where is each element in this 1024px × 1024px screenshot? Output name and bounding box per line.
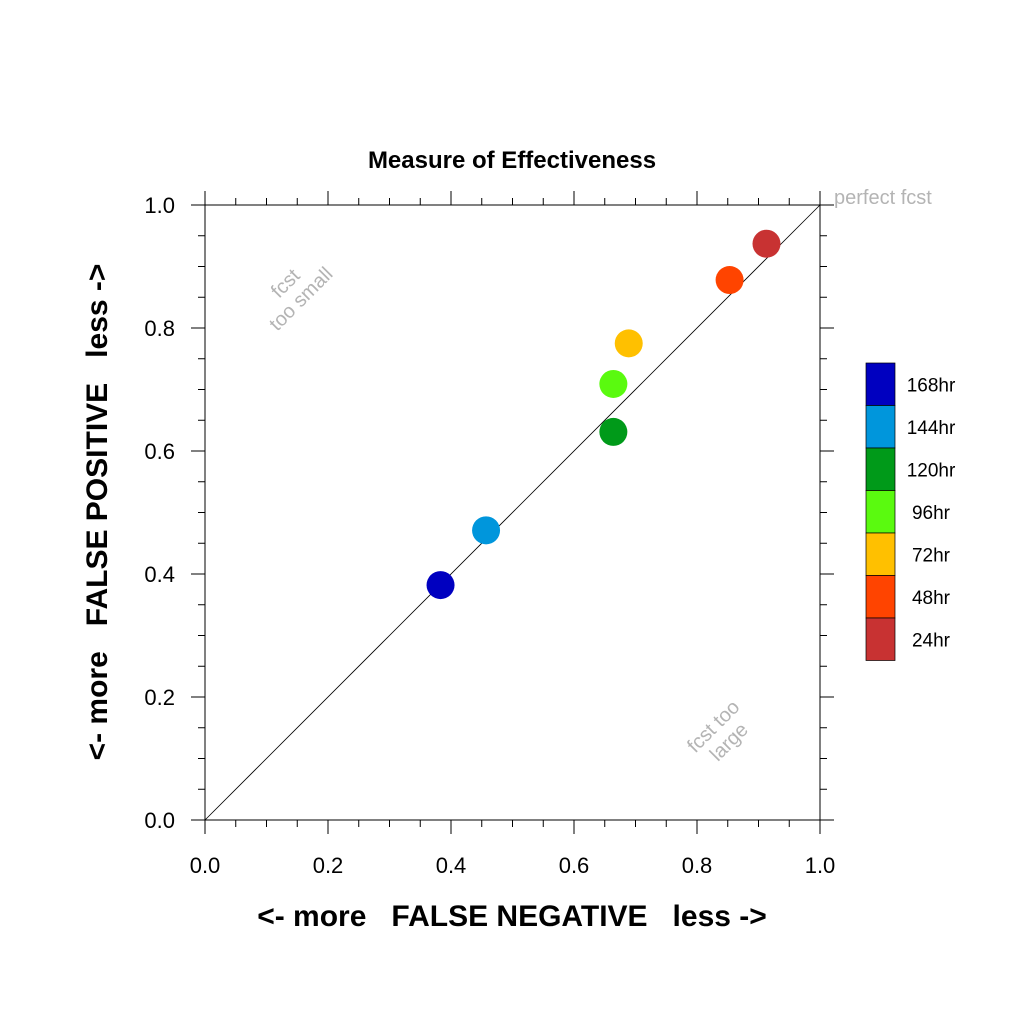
legend-swatch-144hr (865, 405, 896, 449)
legend-label-48hr: 48hr (912, 588, 951, 609)
legend-label-144hr: 144hr (907, 418, 956, 439)
too-small-line2: too small (265, 263, 337, 335)
point-24hr (752, 229, 781, 258)
point-48hr (715, 266, 744, 295)
legend-swatch-24hr (865, 617, 896, 661)
y-tick-label: 1.0 (144, 193, 175, 218)
legend-label-72hr: 72hr (912, 545, 951, 566)
y-tick-label: 0.4 (144, 562, 175, 587)
point-168hr (426, 571, 455, 600)
point-72hr (614, 329, 643, 358)
too-small-annotation: fcst too small (265, 263, 337, 335)
y-tick-label: 0.6 (144, 439, 175, 464)
x-axis-label: <- more FALSE NEGATIVE less -> (257, 900, 767, 933)
axis-ticks (191, 191, 834, 834)
perfect-forecast-label: perfect fcst (834, 187, 932, 209)
point-120hr (599, 417, 628, 446)
x-tick-label: 0.0 (190, 853, 221, 878)
point-96hr (599, 369, 628, 398)
point-144hr (472, 516, 501, 545)
y-tick-label: 0.2 (144, 685, 175, 710)
x-tick-label: 0.6 (559, 853, 590, 878)
legend-label-24hr: 24hr (912, 630, 951, 651)
legend-label-120hr: 120hr (907, 460, 956, 481)
data-points (426, 229, 781, 600)
legend-label-96hr: 96hr (912, 503, 951, 524)
axis-tick-labels: 0.0 0.2 0.4 0.6 0.8 1.0 0.0 0.2 0.4 0.6 0.8 1.0 (144, 193, 835, 878)
perfect-forecast-diagonal (204, 204, 821, 821)
too-large-annotation: fcst too large (683, 696, 753, 766)
legend-swatch-72hr (865, 532, 896, 576)
legend-swatch-168hr (865, 362, 896, 406)
y-axis-label: <- more FALSE POSITIVE less -> (81, 264, 114, 761)
x-tick-label: 0.2 (313, 853, 344, 878)
legend-label-168hr: 168hr (907, 375, 956, 396)
x-tick-label: 0.8 (682, 853, 713, 878)
y-tick-label: 0.8 (144, 316, 175, 341)
legend-swatch-96hr (865, 490, 896, 534)
x-tick-label: 1.0 (805, 853, 836, 878)
legend-swatch-120hr (865, 447, 896, 491)
y-tick-label: 0.0 (144, 808, 175, 833)
legend-swatch-48hr (865, 575, 896, 619)
x-tick-label: 0.4 (436, 853, 467, 878)
chart-title: Measure of Effectiveness (368, 147, 656, 174)
legend: 168hr 144hr 120hr 96hr 72hr 48hr 24hr (865, 362, 956, 661)
